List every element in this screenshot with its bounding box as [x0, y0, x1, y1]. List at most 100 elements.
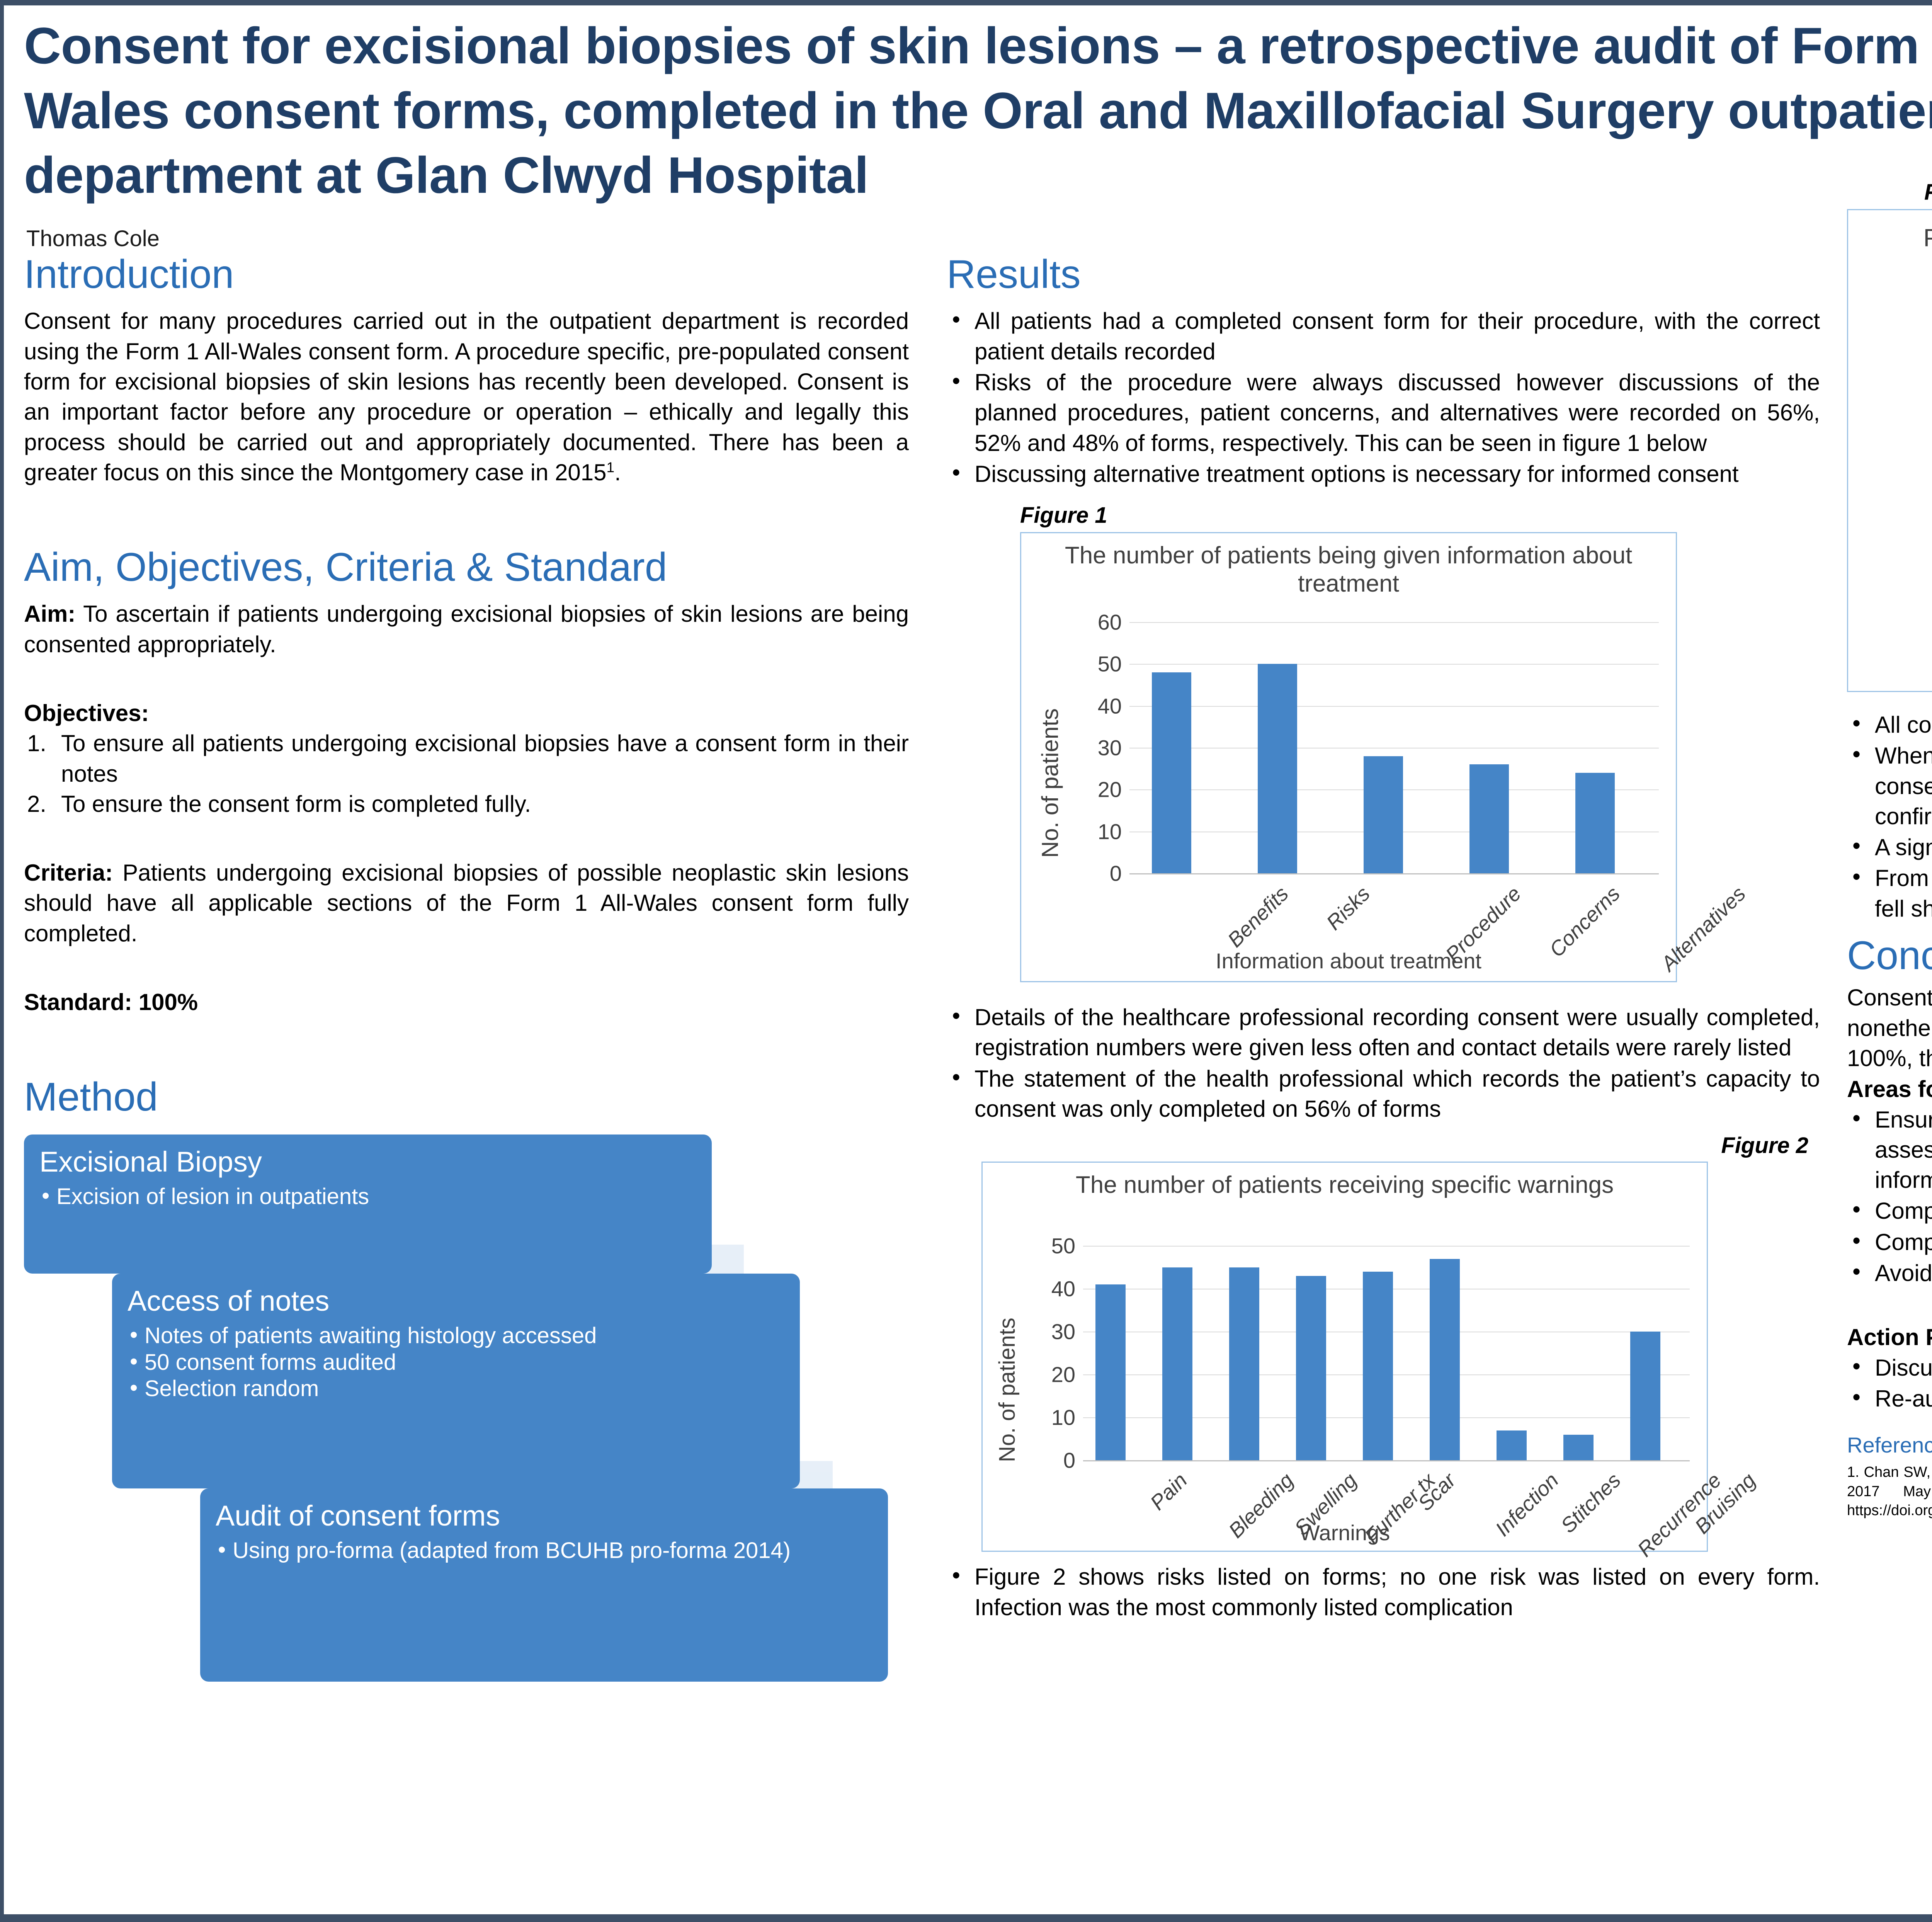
- figure-2-caption: Figure 2: [1721, 1133, 1808, 1158]
- objectives-label-row: Objectives:: [24, 698, 909, 728]
- aim-text: To ascertain if patients undergoing exci…: [24, 601, 909, 657]
- list-item: From the 24 sections of the pro-forma, 3…: [1847, 862, 1932, 924]
- axis-tick: 30: [1051, 1319, 1075, 1344]
- action-plan-label-row: Action Plan:: [1847, 1322, 1932, 1352]
- spacer: [24, 949, 909, 987]
- introduction-paragraph: Consent for many procedures carried out …: [24, 306, 909, 488]
- figure-3-wrapper: Figure 3 Proportion of consent forms req…: [1847, 179, 1932, 692]
- introduction-citation-marker: 1: [606, 459, 615, 475]
- section-heading-conclusion: Conclusion and Action Plan: [1847, 933, 1932, 978]
- figure-3-legend: Signed Not signed N/A: [1848, 656, 1932, 681]
- list-item: Details of the healthcare professional r…: [947, 1001, 1820, 1063]
- page-title: Consent for excisional biopsies of skin …: [24, 17, 1932, 204]
- bar: [1630, 1332, 1660, 1461]
- figure-1-title: The number of patients being given infor…: [1065, 542, 1633, 597]
- axis-tick: 10: [1051, 1405, 1075, 1430]
- axis-tick: 40: [1097, 694, 1122, 718]
- figure-2-wrapper: Figure 2 The number of patients receivin…: [947, 1133, 1820, 1561]
- bar: [1363, 1271, 1393, 1461]
- spacer: [1847, 692, 1932, 710]
- bar: [1364, 756, 1403, 874]
- axis-tick: 10: [1097, 819, 1122, 844]
- flow-box-bullet: Notes of patients awaiting histology acc…: [128, 1322, 784, 1349]
- spacer: [947, 1552, 1820, 1562]
- objectives-label: Objectives:: [24, 700, 149, 726]
- figure-1-chart: The number of patients being given infor…: [1020, 532, 1750, 983]
- list-item: All consent forms were signed by the pat…: [1847, 708, 1932, 740]
- bar: [1152, 672, 1191, 874]
- introduction-period: .: [614, 459, 621, 485]
- list-item: All patients had a completed consent for…: [947, 304, 1820, 367]
- figure-2-x-axis-label: Warnings: [1299, 1521, 1390, 1545]
- list-item: Discussing alternative treatment options…: [947, 458, 1820, 489]
- figure-1-wrapper: Figure 1 The number of patients being gi…: [947, 502, 1820, 983]
- figure-1-y-ticks: 0 10 20 30 40 50 60: [1064, 610, 1122, 886]
- bar: [1229, 1267, 1259, 1461]
- author-name: Thomas Cole: [26, 226, 160, 251]
- flow-box-title: Audit of consent forms: [216, 1499, 500, 1532]
- section-heading-references: References: [1847, 1433, 1932, 1458]
- criteria-text: Patients undergoing excisional biopsies …: [24, 860, 909, 946]
- bar: [1469, 764, 1509, 874]
- axis-tick: 50: [1051, 1233, 1075, 1258]
- figure-2-plot-area: No. of patients 0 10 20 30 40 50: [983, 1234, 1760, 1561]
- section-heading-method: Method: [24, 1075, 158, 1120]
- flow-box-access-of-notes: Access of notes Notes of patients awaiti…: [112, 1273, 800, 1488]
- bar: [1162, 1267, 1192, 1461]
- list-item: To ensure the consent form is completed …: [27, 789, 531, 820]
- areas-label-row: Areas for improvement:: [1847, 1074, 1932, 1104]
- list-item: Compete the confirmation of consent sect…: [1847, 1226, 1932, 1257]
- figure-2-y-ticks: 0 10 20 30 40 50: [1021, 1234, 1075, 1473]
- introduction-text: Consent for many procedures carried out …: [24, 308, 909, 485]
- flow-box-title: Excisional Biopsy: [39, 1145, 262, 1178]
- figure-3-caption: Figure 3: [1847, 179, 1932, 205]
- section-heading-results: Results: [947, 252, 1081, 297]
- flow-box-title: Access of notes: [128, 1284, 330, 1317]
- spacer: [947, 982, 1820, 1002]
- bar: [1563, 1434, 1594, 1461]
- method-flowchart: Excisional Biopsy Excision of lesion in …: [24, 1134, 909, 1687]
- bar: [1430, 1259, 1460, 1461]
- figure-2-y-axis-label: No. of patients: [995, 1318, 1020, 1463]
- spacer: [24, 660, 909, 698]
- right-column: Figure 3 Proportion of consent forms req…: [1847, 179, 1932, 1520]
- list-item: When consent is recorded on a different …: [1847, 739, 1932, 832]
- spacer: [24, 1017, 909, 1075]
- right-column-bullets: All consent forms were signed by the pat…: [1847, 708, 1932, 924]
- list-item: Figure 2 shows risks listed on forms; no…: [947, 1560, 1820, 1623]
- areas-for-improvement-label: Areas for improvement:: [1847, 1076, 1932, 1102]
- bar: [1258, 664, 1297, 874]
- figure-1-plot-area: No. of patients 0 10 20 30 40 50 60: [1021, 610, 1750, 976]
- criteria-paragraph: Criteria: Patients undergoing excisional…: [24, 858, 909, 949]
- axis-tick: 20: [1051, 1362, 1075, 1387]
- standard-value: 100%: [132, 989, 198, 1015]
- figure-1-y-axis-label: No. of patients: [1037, 708, 1063, 858]
- reference-item: 1. Chan SW, Tulloch E, Cooper ES, Smith …: [1847, 1464, 1932, 1519]
- axis-tick: 30: [1097, 735, 1122, 760]
- bar: [1497, 1430, 1527, 1461]
- list-item: A significant proportion (42%) of consen…: [1847, 831, 1932, 862]
- flow-box-bullet: Selection random: [128, 1375, 784, 1402]
- action-plan-list: Discuss findings and suggested improveme…: [1847, 1351, 1932, 1414]
- flow-box-audit-of-consent-forms: Audit of consent forms Using pro-forma (…: [200, 1488, 888, 1682]
- objectives-list: To ensure all patients undergoing excisi…: [24, 728, 909, 819]
- axis-tick: 20: [1097, 777, 1122, 802]
- aim-paragraph: Aim: To ascertain if patients undergoing…: [24, 599, 909, 660]
- axis-tick: 50: [1097, 651, 1122, 676]
- figure-3-chart: Proportion of consent forms requiring co…: [1847, 209, 1932, 692]
- spacer: [1847, 1415, 1932, 1432]
- flow-box-bullet: Excision of lesion in outpatients: [39, 1183, 696, 1210]
- left-column: Introduction Consent for many procedures…: [24, 253, 909, 1687]
- figure-1-caption: Figure 1: [1020, 503, 1107, 528]
- flow-box-excisional-biopsy: Excisional Biopsy Excision of lesion in …: [24, 1134, 712, 1274]
- middle-column: Results All patients had a completed con…: [947, 253, 1820, 1623]
- criteria-label: Criteria:: [24, 860, 113, 886]
- list-item: Ensure ALL areas of the consent form are…: [1847, 1103, 1932, 1196]
- figure-2-title: The number of patients receiving specifi…: [1075, 1172, 1614, 1199]
- results-bullets-mid: Details of the healthcare professional r…: [947, 1001, 1820, 1124]
- list-item: Avoid all abbreviations on consent forms: [1847, 1257, 1932, 1288]
- axis-tick: 0: [1109, 861, 1122, 886]
- list-item: The statement of the health professional…: [947, 1062, 1820, 1124]
- pie-of-pie-graphic: [1848, 326, 1932, 631]
- section-heading-aim: Aim, Objectives, Criteria & Standard: [24, 545, 667, 590]
